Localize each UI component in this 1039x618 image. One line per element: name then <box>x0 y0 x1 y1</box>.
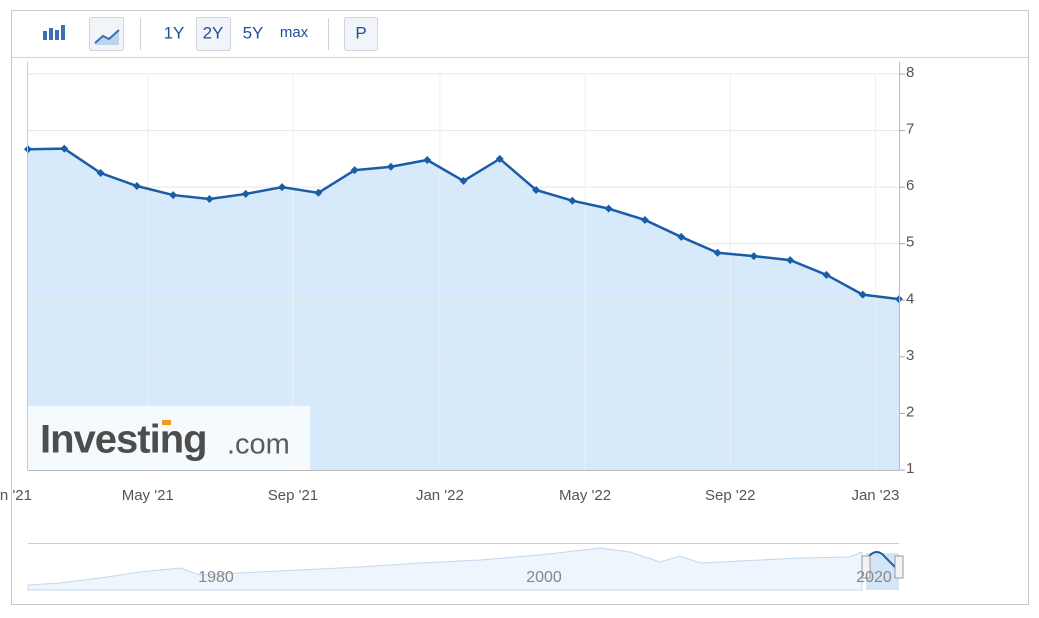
x-tick-label: Jan '21 <box>0 487 32 504</box>
y-tick-label: 3 <box>906 347 914 364</box>
p-button[interactable]: P <box>355 23 366 42</box>
watermark-suffix: .com <box>227 429 290 461</box>
plot: 1 2 3 4 5 6 7 8 Jan '21 May '21 Sep '21 Jan '22 May … <box>0 62 914 504</box>
marker <box>423 155 432 164</box>
marker <box>604 204 613 213</box>
marker <box>96 169 105 177</box>
y-tick-label: 8 <box>906 64 914 81</box>
navigator: 1980 2000 2020 <box>27 543 904 591</box>
marker <box>278 183 287 192</box>
range-button[interactable]: max <box>280 24 309 41</box>
navigator-label: 1980 <box>198 569 234 586</box>
marker <box>858 290 867 299</box>
marker <box>350 166 359 175</box>
marker <box>568 196 577 205</box>
y-tick-label: 2 <box>906 403 914 420</box>
watermark-brand: Investing <box>40 418 207 462</box>
line-layer <box>24 144 903 304</box>
marker <box>314 188 323 197</box>
watermark: Investing .com <box>28 406 310 470</box>
marker <box>241 189 250 198</box>
range-button[interactable]: 2Y <box>203 23 224 42</box>
marker <box>205 195 214 204</box>
y-tick-label: 7 <box>906 121 914 138</box>
line-chart-button[interactable] <box>89 17 124 51</box>
navigator-label: 2000 <box>526 569 562 586</box>
y-tick-label: 4 <box>906 290 914 307</box>
bar-chart-button[interactable] <box>43 25 65 40</box>
x-tick-label: Sep '21 <box>268 487 318 504</box>
y-tick-label: 6 <box>906 177 914 194</box>
y-tick-label: 5 <box>906 234 914 251</box>
area-layer <box>28 148 899 470</box>
marker <box>677 232 686 241</box>
x-tick-label: Sep '22 <box>705 487 755 504</box>
range-button[interactable]: 5Y <box>243 23 264 42</box>
area-fill <box>28 148 899 470</box>
marker <box>749 252 758 261</box>
marker <box>459 176 468 185</box>
x-tick-label: May '22 <box>559 487 611 504</box>
x-tick-label: Jan '22 <box>416 487 464 504</box>
marker <box>495 154 504 163</box>
marker <box>386 162 395 171</box>
y-tick-label: 1 <box>906 460 914 477</box>
marker <box>786 256 795 265</box>
navigator-label: 2020 <box>856 569 892 586</box>
marker <box>713 248 722 257</box>
marker <box>169 191 178 200</box>
x-tick-label: Jan '23 <box>851 487 899 504</box>
active-button-bg <box>196 17 231 51</box>
x-tick-label: May '21 <box>122 487 174 504</box>
marker <box>60 144 69 153</box>
marker <box>822 270 831 279</box>
p-button-bg <box>344 17 378 51</box>
marker <box>532 185 541 194</box>
marker <box>132 182 141 191</box>
range-button[interactable]: 1Y <box>164 23 185 42</box>
marker <box>640 215 649 224</box>
